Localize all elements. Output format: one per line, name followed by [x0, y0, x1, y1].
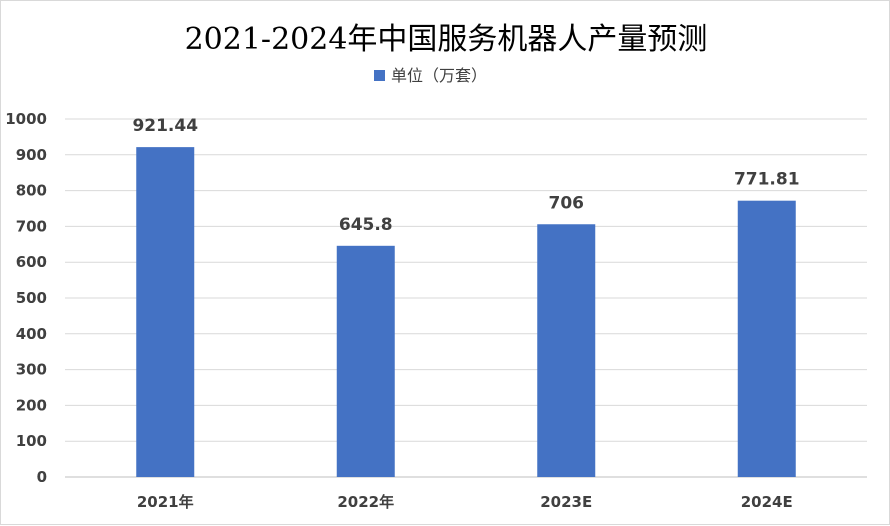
legend-label: 单位（万套）	[391, 66, 487, 85]
y-tick-label: 200	[16, 396, 47, 414]
y-tick-label: 700	[16, 217, 47, 235]
data-label: 706	[549, 193, 585, 213]
legend-swatch	[374, 70, 385, 81]
y-tick-label: 300	[16, 361, 47, 379]
y-tick-label: 0	[37, 468, 47, 486]
y-tick-label: 800	[16, 182, 47, 200]
y-tick-label: 1000	[5, 110, 47, 128]
y-axis: 0 100 200 300 400 500 600 700 800 900 1000	[5, 110, 47, 486]
x-tick-label: 2024E	[741, 493, 793, 511]
gridlines	[65, 118, 867, 478]
data-label: 645.8	[339, 215, 393, 235]
y-tick-label: 500	[16, 289, 47, 307]
y-tick-label: 100	[16, 432, 47, 450]
bar	[537, 224, 596, 477]
bar	[336, 245, 395, 477]
x-axis: 2021年 2022年 2023E 2024E	[137, 493, 793, 511]
data-label: 921.44	[132, 116, 198, 136]
y-tick-label: 600	[16, 253, 47, 271]
x-tick-label: 2023E	[540, 493, 592, 511]
bar	[737, 200, 796, 477]
bar	[136, 147, 195, 477]
bars	[136, 147, 796, 477]
y-tick-label: 400	[16, 325, 47, 343]
chart-title: 2021-2024年中国服务机器人产量预测	[185, 22, 708, 57]
data-labels: 921.44 645.8 706 771.81	[132, 116, 799, 235]
x-tick-label: 2021年	[137, 493, 194, 511]
data-label: 771.81	[734, 170, 800, 190]
legend: 单位（万套）	[374, 66, 487, 85]
x-tick-label: 2022年	[337, 493, 394, 511]
y-tick-label: 900	[16, 146, 47, 164]
